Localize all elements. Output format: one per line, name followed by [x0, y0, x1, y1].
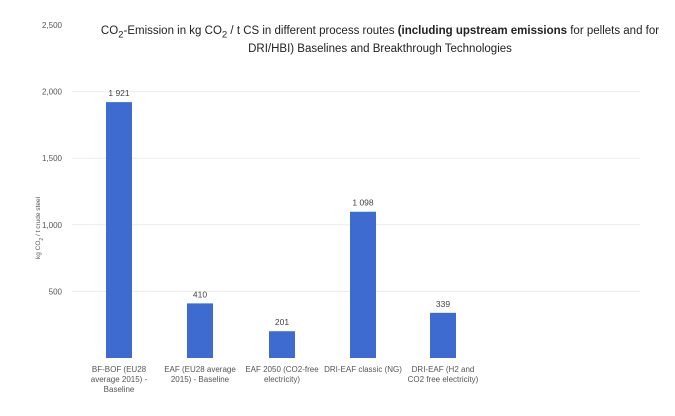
- y-tick-label: 500: [49, 287, 63, 296]
- title-before-bold: / t CS in different process routes: [227, 25, 398, 37]
- bar: [350, 211, 376, 358]
- x-tick-label: 2015) - Baseline: [171, 375, 230, 384]
- title-mid: -Emission in kg CO: [123, 25, 222, 37]
- y-tick-label: 2,500: [42, 21, 63, 30]
- x-tick-label: DRI-EAF (H2 and: [412, 365, 475, 374]
- x-tick-label: BF-BOF (EU28: [92, 365, 147, 374]
- x-tick-label: CO2 free electricity): [408, 375, 479, 384]
- bar: [430, 312, 456, 358]
- title-prefix-subscript: 2: [118, 29, 124, 41]
- data-label: 201: [275, 317, 289, 327]
- x-tick-label: DRI-EAF classic (NG): [324, 365, 402, 374]
- data-label: 1 921: [108, 88, 130, 98]
- y-tick-label: 2,000: [42, 88, 63, 97]
- data-label: 410: [193, 289, 207, 299]
- bar: [187, 303, 213, 358]
- x-tick-label: average 2015) -: [91, 375, 148, 384]
- y-axis-label: kg CO2 / t crude steel: [35, 196, 45, 259]
- data-label: 339: [436, 299, 450, 309]
- x-tick-label: Baseline: [104, 385, 135, 394]
- x-tick-label: electricity): [264, 375, 300, 384]
- x-tick-label: EAF 2050 (CO2-free: [245, 365, 319, 374]
- title-mid-subscript: 2: [221, 29, 228, 41]
- data-label: 1 098: [352, 198, 374, 208]
- title-bold: (including upstream emissions: [397, 25, 568, 37]
- x-tick-label: EAF (EU28 average: [164, 365, 236, 374]
- bar: [106, 102, 132, 358]
- title-after-bold: for pellets and for DRI/HBI) Baselines a…: [248, 25, 660, 56]
- y-tick-label: 1,000: [42, 221, 63, 230]
- title-prefix: CO: [100, 25, 119, 37]
- chart-title: CO2-Emission in kg CO2 / t CS in differe…: [100, 24, 660, 57]
- y-tick-label: 1,500: [42, 154, 63, 163]
- bar: [269, 331, 295, 358]
